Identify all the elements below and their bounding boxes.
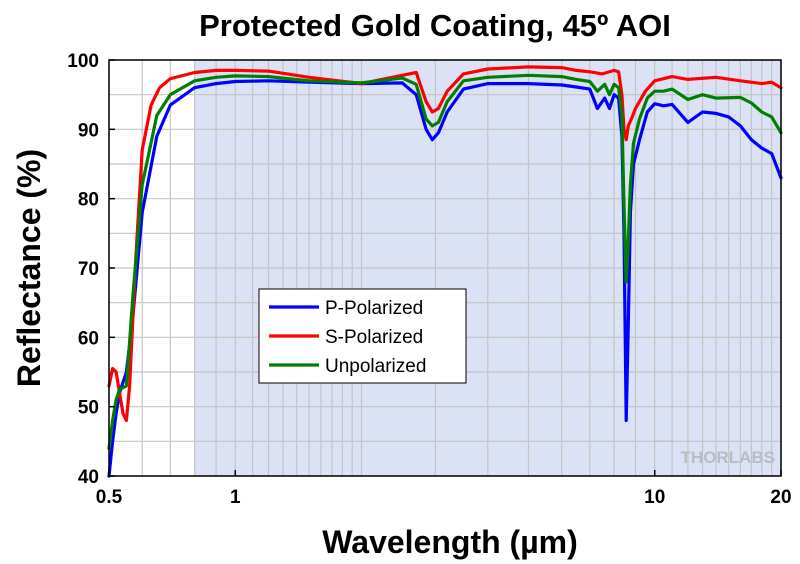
series-line-unpolarized: [107, 73, 783, 450]
x-tick-label: 20: [770, 487, 791, 508]
legend: P-Polarized S-Polarized Unpolarized: [258, 288, 467, 384]
axis-ticks: 40 50 60 70 80 90 100 0.5 1 10 20: [67, 51, 791, 508]
y-tick-label: 90: [78, 120, 99, 141]
y-tick-label: 40: [78, 467, 99, 488]
y-tick-label: 80: [78, 190, 99, 211]
series-line-p-polarized: [107, 79, 783, 478]
y-tick-label: 70: [78, 259, 99, 280]
x-tick-label: 10: [644, 487, 665, 508]
x-tick-label: 0.5: [96, 487, 123, 508]
y-tick-label: 50: [78, 398, 99, 419]
y-axis-title: Reflectance (%): [11, 149, 47, 387]
x-tick-label: 1: [230, 487, 241, 508]
thorlabs-watermark: THORLABS: [681, 448, 775, 467]
y-tick-label: 60: [78, 328, 99, 349]
legend-label: Unpolarized: [325, 356, 426, 377]
series-layer: [107, 65, 783, 478]
y-tick-label: 100: [67, 51, 99, 72]
legend-label: S-Polarized: [325, 327, 423, 348]
x-axis-title: Wavelength (µm): [322, 524, 577, 560]
legend-label: P-Polarized: [325, 298, 423, 319]
series-line-s-polarized: [107, 65, 783, 423]
chart-title: Protected Gold Coating, 45º AOI: [199, 8, 671, 43]
